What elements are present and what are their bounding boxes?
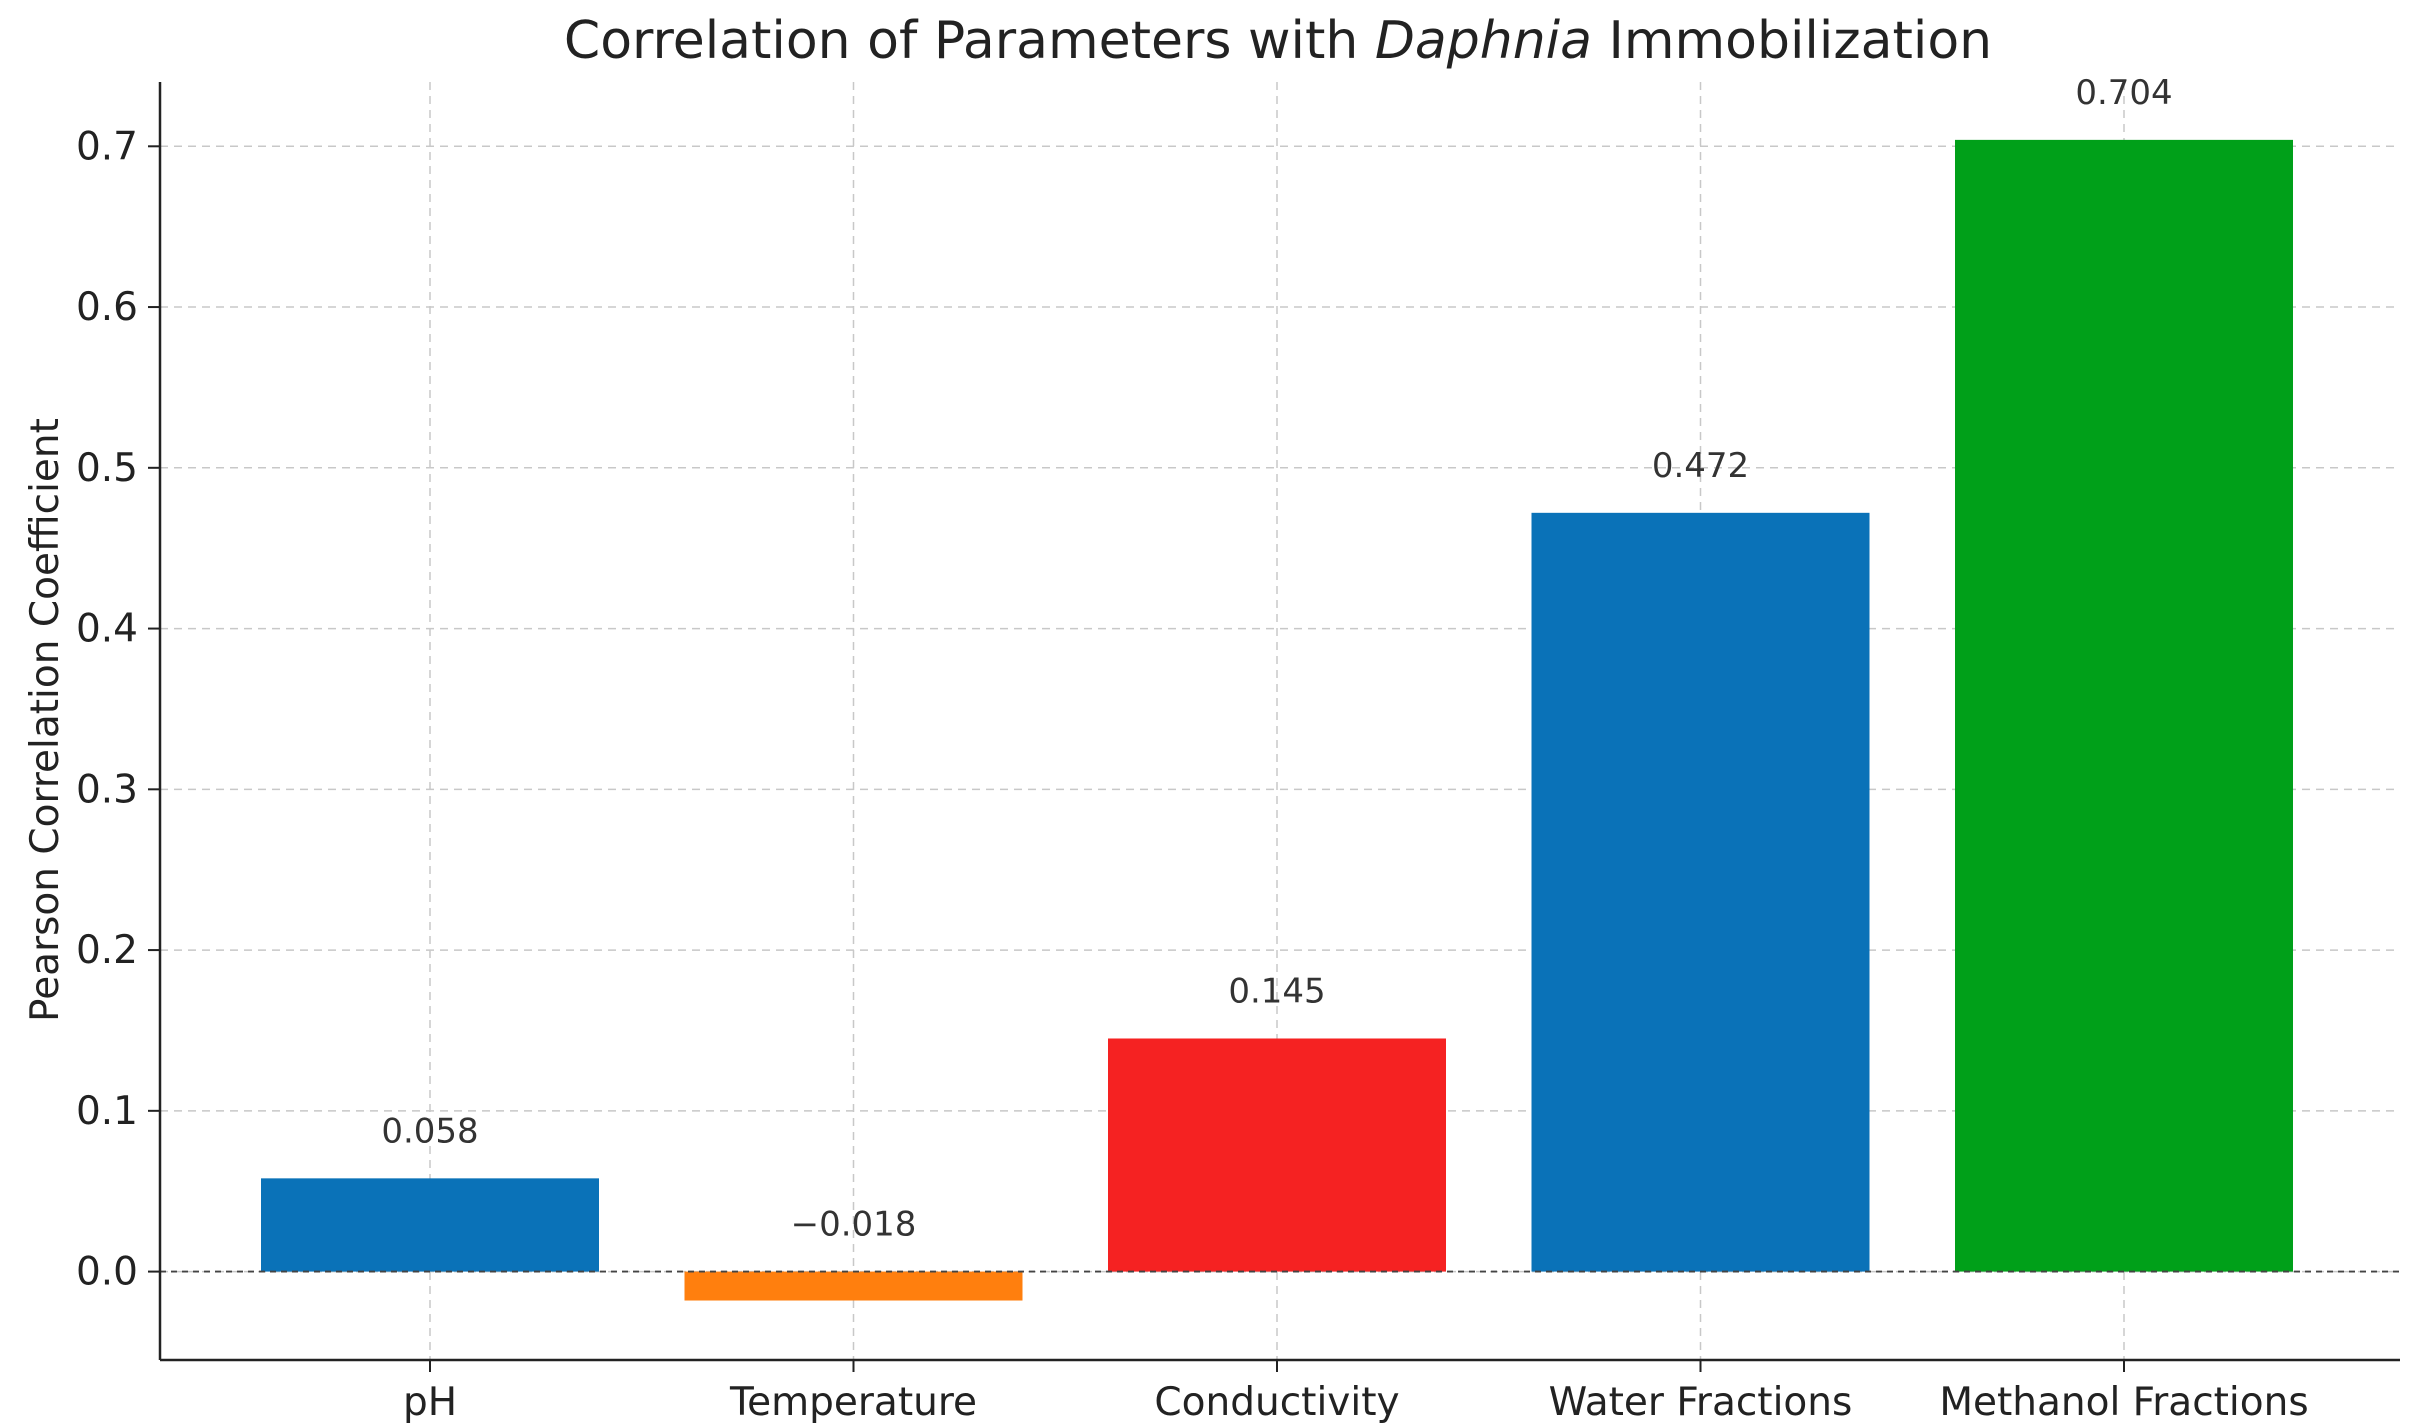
bar-temperature [684,1271,1023,1301]
bar-conductivity [1108,1038,1446,1272]
y-axis-label: Pearson Correlation Coefficient [23,418,68,1022]
y-tick-label-4: 0.4 [76,607,138,652]
bar-layer [261,139,2293,1301]
data-label-methanol-fractions: 0.704 [2075,73,2172,113]
bar-water-fractions [1531,512,1870,1272]
chart-title-prefix: Correlation of Parameters with [564,11,1375,71]
data-label-water-fractions: 0.472 [1652,446,1749,486]
x-tick-label-methanol-fractions: Methanol Fractions [1939,1380,2308,1425]
y-tick-label-1: 0.1 [76,1089,138,1134]
data-label-temperature: −0.018 [791,1205,917,1245]
data-label-ph: 0.058 [381,1111,478,1151]
chart-title: Correlation of Parameters with Daphnia I… [564,11,1992,71]
x-tick-label-ph: pH [403,1380,457,1425]
bar-ph [261,1178,599,1272]
y-tick-label-3: 0.3 [76,767,138,812]
chart-title-suffix: Immobilization [1592,11,1992,71]
x-tick-label-water-fractions: Water Fractions [1549,1380,1853,1425]
y-tick-label-5: 0.5 [76,446,138,491]
y-tick-label-7: 0.7 [76,124,138,169]
x-tick-label-conductivity: Conductivity [1154,1380,1399,1425]
y-tick-label-2: 0.2 [76,928,138,973]
data-label-conductivity: 0.145 [1228,971,1325,1011]
chart-title-italic: Daphnia [1375,11,1592,71]
axis-layer [148,82,2400,1372]
x-tick-label-temperature: Temperature [729,1380,977,1425]
y-tick-label-0: 0.0 [76,1250,138,1295]
y-tick-label-6: 0.6 [76,285,138,330]
label-layer: 0.0 0.1 0.2 0.3 0.4 0.5 0.6 0.7 pH Temperature Con… [76,73,2309,1425]
bar-methanol-fractions [1955,139,2293,1272]
